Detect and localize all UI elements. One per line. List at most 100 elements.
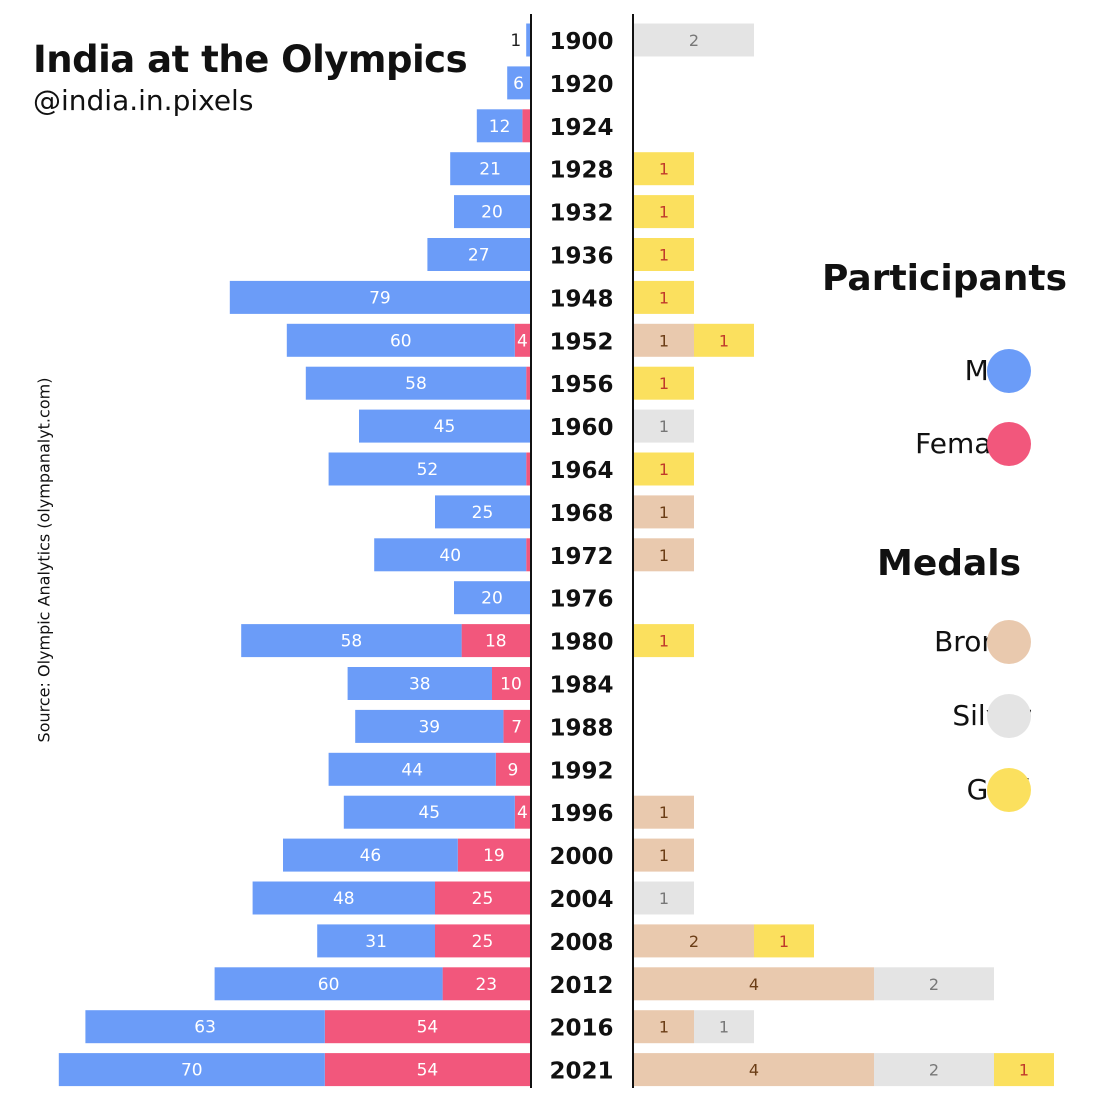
gold-medal-bar-1952 [694,323,754,357]
male-bar-2000 [283,838,458,872]
bronze-medal-label-2016: 1 [659,1018,669,1037]
gold-medal-label-1964: 1 [659,460,669,479]
gold-medal-label-1948: 1 [659,288,669,307]
gold-medal-label-1928: 1 [659,160,669,179]
female-label-1992: 9 [507,760,518,780]
female-bar-2016 [324,1010,530,1044]
male-label-2000: 46 [360,846,382,866]
male-label-1980: 58 [341,632,363,652]
male-bar-2021 [58,1053,325,1087]
bronze-medal-bar-2000 [634,838,694,872]
male-bar-1968 [435,495,530,529]
female-bar-1996 [514,795,530,829]
bronze-medal-label-1968: 1 [659,503,669,522]
female-label-2012: 23 [475,975,497,995]
bronze-medal-bar-2008 [634,924,754,958]
bronze-medal-label-2000: 1 [659,846,669,865]
silver-medal-label-1900: 2 [689,31,699,50]
female-bar-2004 [435,881,530,915]
gold-medal-bar-1928 [634,152,694,186]
year-label-2021: 2021 [549,1059,613,1085]
gold-medal-bar-2008 [754,924,814,958]
female-label-2016: 54 [417,1018,439,1038]
silver-medal-bar-2012 [874,967,994,1001]
male-label-1920: 6 [513,74,524,94]
female-label-1996: 4 [517,803,528,823]
bronze-medal-bar-2016 [634,1010,694,1044]
bronze-medal-bar-2021 [634,1053,874,1087]
male-label-1928: 21 [479,160,501,180]
male-label-2008: 31 [365,932,387,952]
male-label-1988: 39 [418,717,440,737]
gold-medal-label-2021: 1 [1019,1061,1029,1080]
male-bar-1952 [286,323,515,357]
female-bar-1956 [526,366,530,400]
male-bar-1976 [454,581,530,615]
male-bar-1900 [526,23,530,57]
female-label-2021: 54 [417,1061,439,1081]
bronze-medal-label-2021: 4 [749,1061,759,1080]
male-label-1952: 60 [390,331,412,351]
male-label-2016: 63 [194,1018,216,1038]
bronze-medal-label-1952: 1 [659,331,669,350]
gold-medal-label-1952: 1 [719,331,729,350]
male-label-1932: 20 [481,203,503,223]
male-bar-1936 [427,238,530,271]
silver-medal-label-1960: 1 [659,417,669,436]
legend-bronze-swatch [987,620,1031,664]
bronze-medal-bar-1996 [634,795,694,829]
female-bar-1992 [495,752,530,786]
year-label-1920: 1920 [549,72,613,98]
year-label-1984: 1984 [549,673,613,699]
silver-medal-bar-1960 [634,409,694,443]
male-bar-2012 [214,967,443,1001]
female-bar-1984 [492,667,530,700]
gold-medal-bar-1948 [634,280,694,314]
male-bar-1984 [347,667,492,700]
year-label-1980: 1980 [549,630,613,656]
year-label-1924: 1924 [549,115,613,141]
year-label-2000: 2000 [549,844,613,870]
male-label-1992: 44 [401,760,423,780]
female-label-2004: 25 [472,889,494,909]
male-label-1964: 52 [417,460,439,480]
male-label-1936: 27 [468,246,490,266]
legend-gold-swatch [987,768,1031,812]
male-label-1924: 12 [489,117,511,137]
year-label-1960: 1960 [549,415,613,441]
male-bar-2004 [252,881,435,915]
year-label-2016: 2016 [549,1016,613,1042]
year-label-1928: 1928 [549,158,613,184]
silver-medal-bar-2021 [874,1053,994,1087]
year-label-1964: 1964 [549,458,613,484]
female-bar-1952 [514,323,530,357]
female-bar-2000 [457,838,530,872]
silver-medal-bar-1900 [634,23,754,57]
female-bar-1964 [526,452,530,486]
year-label-1900: 1900 [549,29,613,55]
male-label-1972: 40 [439,546,461,566]
legend-male-swatch [987,349,1031,393]
bronze-medal-label-1996: 1 [659,803,669,822]
male-bar-1956 [305,366,527,400]
bronze-medal-label-1972: 1 [659,546,669,565]
male-label-2021: 70 [181,1061,203,1081]
gold-medal-bar-1980 [634,624,694,658]
male-label-1984: 38 [409,675,431,695]
male-label-1948: 79 [369,288,391,308]
female-bar-2008 [435,924,530,958]
silver-medal-bar-2016 [694,1010,754,1044]
silver-medal-bar-2004 [634,881,694,915]
male-label-1976: 20 [481,589,503,609]
gold-medal-label-2008: 1 [779,932,789,951]
bronze-medal-bar-1952 [634,323,694,357]
gold-medal-bar-1936 [634,238,694,271]
year-label-1956: 1956 [549,372,613,398]
silver-medal-label-2021: 2 [929,1061,939,1080]
bronze-medal-bar-2012 [634,967,874,1001]
gold-medal-bar-1964 [634,452,694,486]
male-bar-1980 [241,624,462,658]
year-label-1932: 1932 [549,201,613,227]
silver-medal-label-2004: 1 [659,889,669,908]
year-label-1968: 1968 [549,501,613,527]
